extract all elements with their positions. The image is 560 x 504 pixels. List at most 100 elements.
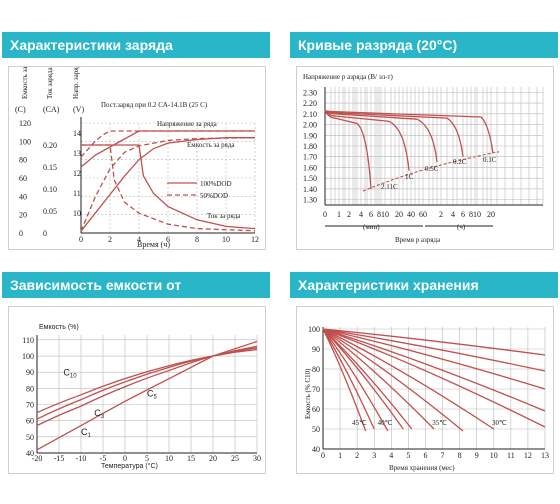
storage-series-line xyxy=(322,328,546,428)
temperature-y-tick-label: 60 xyxy=(26,417,34,426)
temperature-chart: Емкость (%) -20 -15 -10 -5 0 5 10 15 20 25 30 40 50 6… xyxy=(22,324,261,470)
storage-grid xyxy=(322,327,546,450)
temperature-y-tick-label: 70 xyxy=(26,401,34,410)
temperature-x-tick-label: -10 xyxy=(76,454,87,463)
discharge-ticks: 2.30 2.20 2.10 2.001.90 1.80 1.701.60 1.50 1.40… xyxy=(303,88,495,219)
storage-x-tick-label: 11 xyxy=(507,451,515,460)
charge-series-line xyxy=(80,130,255,158)
temperature-x-tick-label: -20 xyxy=(32,454,43,463)
discharge-y-tick-label: 1.30 xyxy=(303,196,317,205)
discharge-x-tick-h: 10 xyxy=(473,210,481,219)
storage-curve-labels: 45℃ 40℃ 35℃ 30℃ xyxy=(352,419,507,427)
charge-ticks: 0 2 4 6 8 10 121201008060402000.200.150.100.05… xyxy=(19,119,259,244)
storage-x-tick-label: 8 xyxy=(458,451,462,460)
temperature-series-label: C5 xyxy=(147,388,158,400)
discharge-curve-labels: 2.11C 1C 0.5C 0.2C 0.1C xyxy=(381,156,497,191)
discharge-x-tick-min: 60 xyxy=(419,210,427,219)
discharge-x-tick-h: 2 xyxy=(439,210,443,219)
temperature-y-tick-label: 110 xyxy=(22,336,34,345)
storage-chart: Емкость (% С10) 0 1 2 3 4 5 6 7 8 9 10 11 12 13405060… xyxy=(304,325,549,472)
storage-x-tick-label: 2 xyxy=(355,451,359,460)
discharge-y-tick-label: 2.30 xyxy=(303,88,317,97)
storage-x-tick-label: 7 xyxy=(441,451,445,460)
temperature-x-tick-label: 15 xyxy=(187,454,195,463)
storage-series-line xyxy=(322,328,435,430)
discharge-y-axis-label: Напряжение р азряда (В/ эл-т) xyxy=(303,73,393,81)
storage-curve-label: 30℃ xyxy=(492,419,507,427)
charge-capacity-tick-label: 100 xyxy=(19,137,31,146)
discharge-h-label: (ч) xyxy=(457,223,466,231)
discharge-series-label: 2.11C xyxy=(381,183,398,191)
temperature-series-label: C10 xyxy=(63,367,77,379)
discharge-y-tick-label: 1.40 xyxy=(303,185,317,194)
storage-x-tick-label: 9 xyxy=(475,451,479,460)
storage-series-line xyxy=(322,328,375,430)
temperature-ticks: -20 -15 -10 -5 0 5 10 15 20 25 30 40 50 60 70 80 90 100 11… xyxy=(22,336,261,463)
storage-y-tick-label: 60 xyxy=(312,405,320,414)
charge-annotation-voltage: Напряжение за ряда xyxy=(157,120,218,128)
storage-x-tick-label: 12 xyxy=(524,451,532,460)
discharge-y-tick-label: 1.60 xyxy=(303,163,317,172)
charge-voltage-axis-unit: (V) xyxy=(73,105,84,114)
charge-subtitle: Пост.заряд при 0.2 CA-14.1В (25 C) xyxy=(101,101,208,109)
charge-x-tick-label: 0 xyxy=(79,235,83,244)
storage-curve-label: 35℃ xyxy=(432,419,447,427)
discharge-x-tick-h: 20 xyxy=(487,210,495,219)
charge-capacity-axis-unit: (C) xyxy=(15,105,26,114)
discharge-x-tick-h: 4 xyxy=(451,210,455,219)
storage-series-line xyxy=(322,328,464,432)
storage-x-tick-label: 10 xyxy=(490,451,498,460)
storage-x-tick-label: 13 xyxy=(541,451,549,460)
storage-curve-label: 40℃ xyxy=(378,419,393,427)
temperature-panel-header: Зависимость емкости от температуры xyxy=(2,272,270,319)
charge-current-tick-label: 0.15 xyxy=(43,163,57,172)
charge-panel-header: Характеристики заряда xyxy=(2,32,270,58)
discharge-y-tick-label: 1.50 xyxy=(303,174,317,183)
temperature-chart-box: Емкость (%) -20 -15 -10 -5 0 5 10 15 20 25 30 40 50 6… xyxy=(8,306,266,474)
storage-x-tick-label: 4 xyxy=(389,451,393,460)
charge-voltage-tick-label: 12 xyxy=(73,169,81,178)
charge-capacity-tick-label: 40 xyxy=(19,192,27,201)
storage-y-tick-label: 40 xyxy=(312,445,320,454)
storage-x-tick-label: 5 xyxy=(406,451,410,460)
discharge-x-tick-min: 6 xyxy=(369,210,373,219)
temperature-series-label: C3 xyxy=(94,408,105,420)
storage-series-line xyxy=(322,328,546,390)
temperature-y-tick-label: 90 xyxy=(26,368,34,377)
charge-legend-solid-label: 100%DOD xyxy=(200,180,232,188)
discharge-x-tick-h: 8 xyxy=(469,210,473,219)
discharge-series-label: 0.5C xyxy=(425,165,439,173)
discharge-x-tick-min: 2 xyxy=(347,210,351,219)
temperature-x-tick-label: 20 xyxy=(209,454,217,463)
charge-annotation-current: Ток за ряда xyxy=(207,212,241,220)
charge-x-tick-label: 8 xyxy=(195,235,199,244)
discharge-series-label: 0.2C xyxy=(453,158,467,166)
discharge-series-line xyxy=(324,109,494,154)
discharge-min-label: (мин) xyxy=(363,223,380,231)
charge-capacity-tick-label: 60 xyxy=(19,174,27,183)
storage-series-line xyxy=(322,328,495,430)
charge-legend-dashed-label: 50%DOD xyxy=(200,192,228,200)
temperature-y-tick-label: 100 xyxy=(22,352,34,361)
temperature-y-tick-label: 50 xyxy=(26,433,34,442)
discharge-grid xyxy=(324,87,544,206)
discharge-curves xyxy=(324,109,500,192)
charge-current-tick-label: 0.20 xyxy=(43,141,57,150)
charge-capacity-tick-label: 20 xyxy=(19,211,27,220)
charge-x-tick-label: 12 xyxy=(251,235,259,244)
discharge-x-tick-h: 6 xyxy=(461,210,465,219)
discharge-cutoff-line xyxy=(362,151,500,192)
discharge-panel-title: Кривые разряда (20°С) xyxy=(298,37,458,53)
charge-current-axis-name: Ток заряда xyxy=(46,67,54,99)
charge-x-tick-label: 2 xyxy=(108,235,112,244)
discharge-x-tick-min: 4 xyxy=(359,210,363,219)
temperature-series-line xyxy=(36,340,258,451)
discharge-series-label: 0.1C xyxy=(483,156,497,164)
temperature-y-axis-label: Емкость (%) xyxy=(39,324,79,331)
storage-series-line xyxy=(322,328,413,430)
charge-current-tick-label: 0.05 xyxy=(43,207,57,216)
charge-chart-box: Емкость заряда Ток заряда Напр. заряда (… xyxy=(8,52,266,250)
charge-panel-title: Характеристики заряда xyxy=(10,37,173,53)
